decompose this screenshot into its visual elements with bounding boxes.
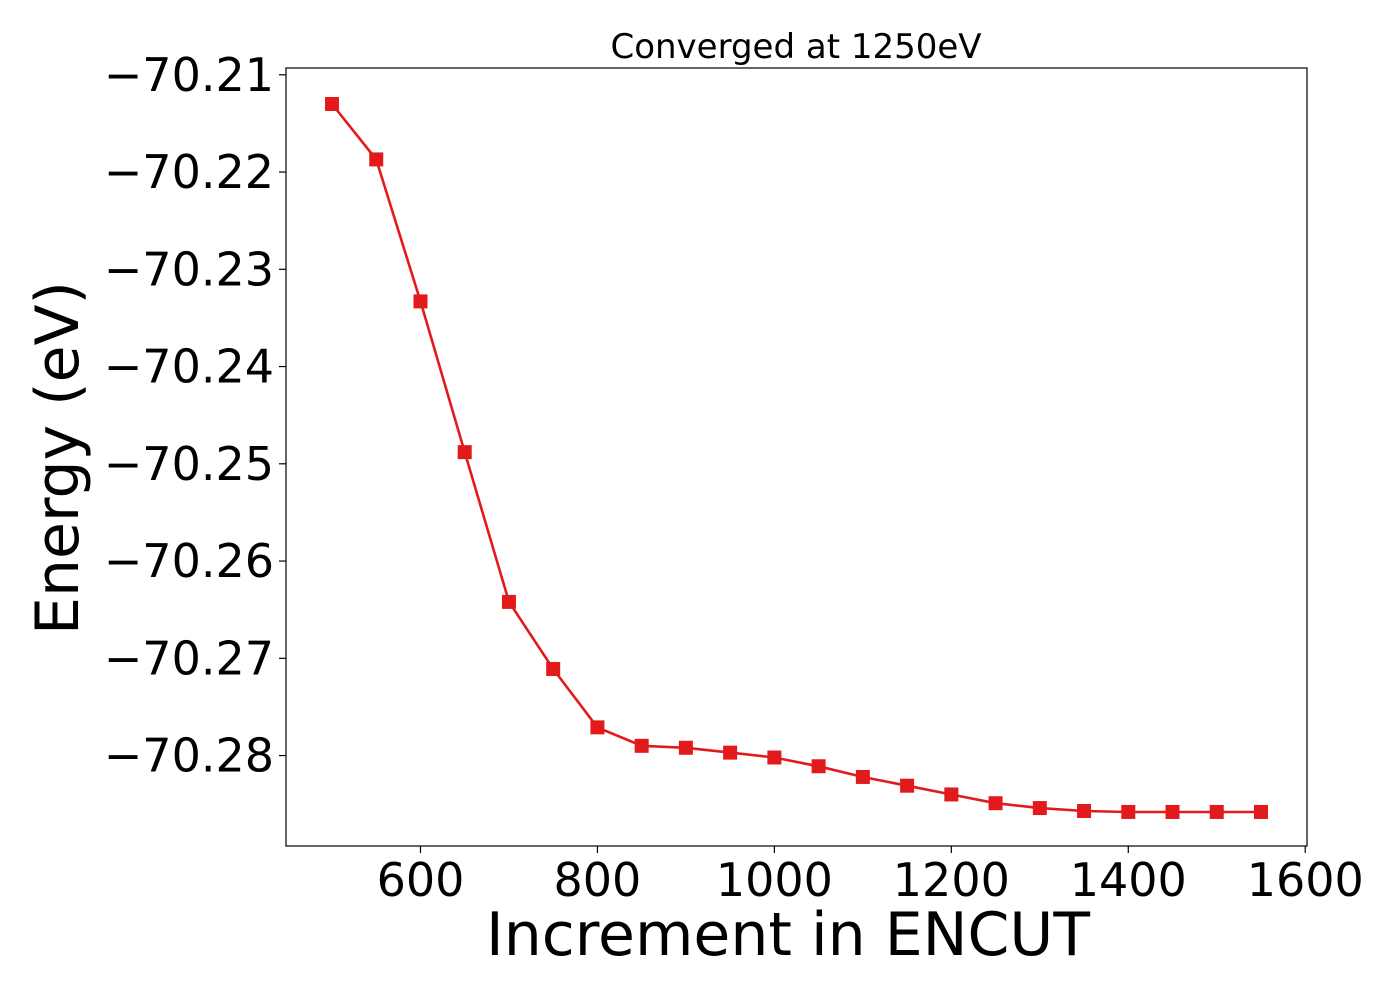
y-tick-label: −70.22 <box>104 145 274 199</box>
data-point-marker <box>546 662 561 677</box>
data-point-marker <box>988 796 1003 811</box>
data-point-marker <box>855 769 870 784</box>
x-axis-label: Increment in ENCUT <box>486 900 1090 970</box>
x-tick-label: 600 <box>377 853 465 907</box>
y-axis: −70.21 −70.22 −70.23 −70.24 −70.25 −70.26 −70.… <box>104 48 286 783</box>
data-point-marker <box>678 740 693 755</box>
series-energy <box>325 96 1268 819</box>
data-point-marker <box>457 445 472 460</box>
y-tick-label: −70.21 <box>104 48 274 102</box>
data-point-marker <box>590 720 605 735</box>
y-tick-label: −70.24 <box>104 340 274 394</box>
x-tick-label: 1200 <box>893 853 1010 907</box>
data-point-marker <box>1032 801 1047 816</box>
data-point-marker <box>944 787 959 802</box>
x-tick-label: 1400 <box>1070 853 1187 907</box>
x-tick-label: 1600 <box>1247 853 1364 907</box>
y-tick-label: −70.28 <box>104 729 274 783</box>
data-point-marker <box>1165 804 1180 819</box>
x-tick-label: 800 <box>554 853 642 907</box>
x-tick-label: 1000 <box>716 853 833 907</box>
data-point-marker <box>811 759 826 774</box>
y-axis-label: Energy (eV) <box>23 281 93 635</box>
chart-title: Converged at 1250eV <box>610 27 981 67</box>
data-point-marker <box>634 738 649 753</box>
series-line <box>330 103 1261 814</box>
plot-area-frame <box>285 67 1308 847</box>
x-axis: 600 800 1000 1200 1400 1600 <box>377 846 1364 907</box>
data-point-marker <box>900 778 915 793</box>
data-point-marker <box>413 294 428 309</box>
data-point-marker <box>767 750 782 765</box>
data-point-marker <box>369 152 384 167</box>
data-point-marker <box>1209 804 1224 819</box>
y-tick-label: −70.25 <box>104 437 274 491</box>
y-tick-label: −70.23 <box>104 242 274 296</box>
data-point-marker <box>1121 804 1136 819</box>
y-tick-label: −70.26 <box>104 534 274 588</box>
data-point-marker <box>1077 803 1092 818</box>
data-point-marker <box>723 745 738 760</box>
data-point-marker <box>1253 804 1268 819</box>
data-point-marker <box>501 594 516 609</box>
data-point-marker <box>325 96 340 111</box>
y-tick-label: −70.27 <box>104 631 274 685</box>
